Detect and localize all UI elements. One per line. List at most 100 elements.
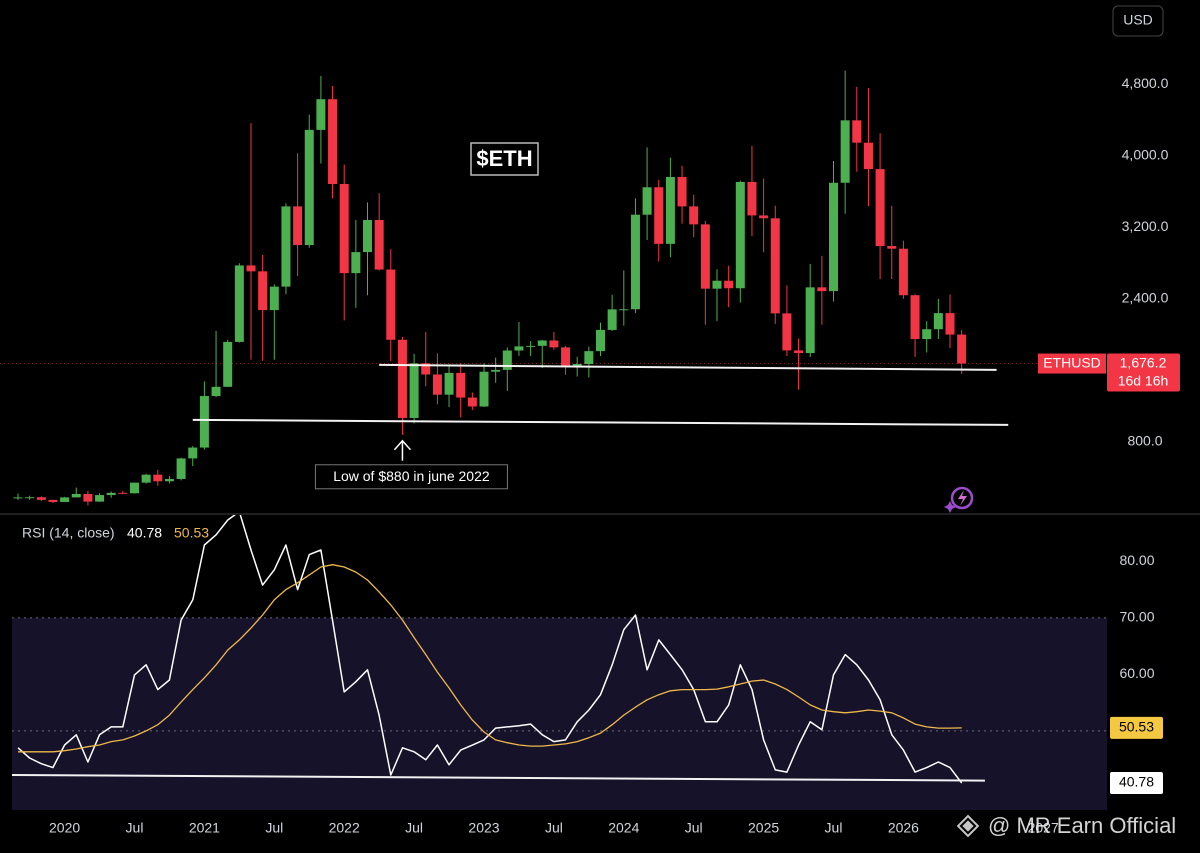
candle-body — [479, 371, 489, 407]
candle-body — [596, 329, 605, 352]
candle-body — [782, 313, 792, 351]
candle-body — [607, 309, 617, 330]
candle-body — [537, 340, 547, 346]
watermark-logo — [956, 814, 980, 838]
x-tick-label: 2020 — [49, 820, 80, 836]
candle-body — [526, 345, 536, 347]
trendline — [379, 363, 997, 371]
x-tick-label: Jul — [126, 820, 144, 836]
x-tick-label: 2026 — [888, 820, 919, 836]
x-tick-label: Jul — [825, 820, 843, 836]
candle-body — [759, 215, 769, 219]
y-tick-label: 2,400.0 — [1122, 289, 1169, 305]
last-value-label: 50.53 — [1119, 719, 1154, 735]
candle-body — [654, 187, 664, 244]
candle-body — [118, 492, 128, 494]
alert-icon[interactable] — [944, 486, 974, 513]
candle-body — [665, 176, 675, 244]
x-tick-label: 2022 — [329, 820, 360, 836]
rsi-legend-value: 40.78 — [127, 525, 162, 541]
candle-body — [922, 329, 932, 340]
candle-body — [584, 351, 594, 365]
candle-body — [945, 313, 955, 335]
x-tick-label: 2025 — [748, 820, 779, 836]
x-tick-label: 2027 — [1028, 820, 1059, 836]
candle-body — [794, 350, 804, 354]
candle-body — [957, 334, 967, 364]
x-tick-label: Jul — [405, 820, 423, 836]
candle-body — [48, 499, 58, 502]
rsi-pane — [11, 515, 1107, 784]
candle-body — [293, 206, 303, 246]
annotation-box — [314, 464, 508, 490]
currency-box[interactable] — [1112, 5, 1164, 37]
candle-body — [234, 265, 244, 342]
annotation-arrow — [393, 439, 412, 461]
x-tick-label: 2024 — [608, 820, 639, 836]
x-tick-label: Jul — [545, 820, 563, 836]
candle-body — [397, 339, 407, 418]
candle-body — [933, 313, 943, 330]
countdown-label: 16d 16h — [1118, 372, 1169, 388]
x-tick-label: 2021 — [189, 820, 220, 836]
candle-body — [71, 493, 81, 498]
candle-body — [898, 248, 908, 296]
rsi-tick-label: 80.00 — [1119, 552, 1154, 568]
candle-body — [246, 265, 256, 272]
candle-body — [875, 169, 885, 247]
rsi-tick-label: 60.00 — [1119, 665, 1154, 681]
candle-body — [351, 252, 361, 274]
candle-body — [514, 346, 524, 351]
candle-body — [211, 386, 221, 397]
candle-body — [770, 218, 780, 314]
chart-title: $ETH — [476, 146, 532, 171]
y-tick-label: 800.0 — [1127, 433, 1162, 449]
candle-body — [549, 340, 559, 348]
candle-body — [630, 214, 640, 310]
y-tick-label: 3,200.0 — [1122, 218, 1169, 234]
currency-label[interactable]: USD — [1123, 12, 1153, 28]
rsi-ma-legend-value: 50.53 — [174, 525, 209, 541]
last-price-label: 1,676.2 — [1120, 354, 1167, 370]
candle-body — [409, 363, 419, 418]
candle-body — [164, 478, 174, 482]
candle-body — [689, 206, 699, 225]
candle-body — [13, 497, 23, 499]
candle-body — [386, 269, 396, 340]
candle-body — [677, 176, 687, 207]
annotation-text: Low of $880 in june 2022 — [333, 468, 490, 484]
candle-body — [619, 309, 629, 311]
symbol-box — [1038, 353, 1106, 374]
candle-body — [83, 493, 93, 502]
candle-body — [36, 497, 46, 500]
candle-body — [700, 224, 710, 289]
rsi-line — [17, 515, 963, 784]
candle-body — [887, 246, 897, 249]
title-box — [470, 142, 539, 176]
candle-body — [805, 287, 815, 354]
candle-body — [421, 363, 431, 375]
candle-body — [444, 372, 454, 395]
candle-body — [735, 181, 745, 289]
rsi-tick-label: 70.00 — [1119, 609, 1154, 625]
candle-body — [840, 120, 850, 183]
candle-body — [328, 99, 338, 185]
candle-body — [829, 182, 838, 292]
x-tick-label: Jul — [265, 820, 283, 836]
last-value-box — [1110, 771, 1163, 794]
x-tick-label: 2023 — [468, 820, 499, 836]
candle-body — [281, 206, 291, 287]
candle-body — [223, 341, 233, 387]
watermark: @ MR Earn Official — [988, 813, 1176, 838]
candle-body — [258, 271, 268, 311]
candle-body — [130, 482, 139, 494]
candle-body — [712, 280, 722, 289]
candle-body — [456, 372, 466, 398]
candle-body — [153, 474, 163, 482]
last-value-label: 40.78 — [1119, 774, 1154, 790]
candle-body — [863, 142, 873, 170]
candle-body — [339, 184, 349, 274]
y-tick-label: 4,800.0 — [1122, 75, 1169, 91]
candle-body — [467, 397, 477, 407]
